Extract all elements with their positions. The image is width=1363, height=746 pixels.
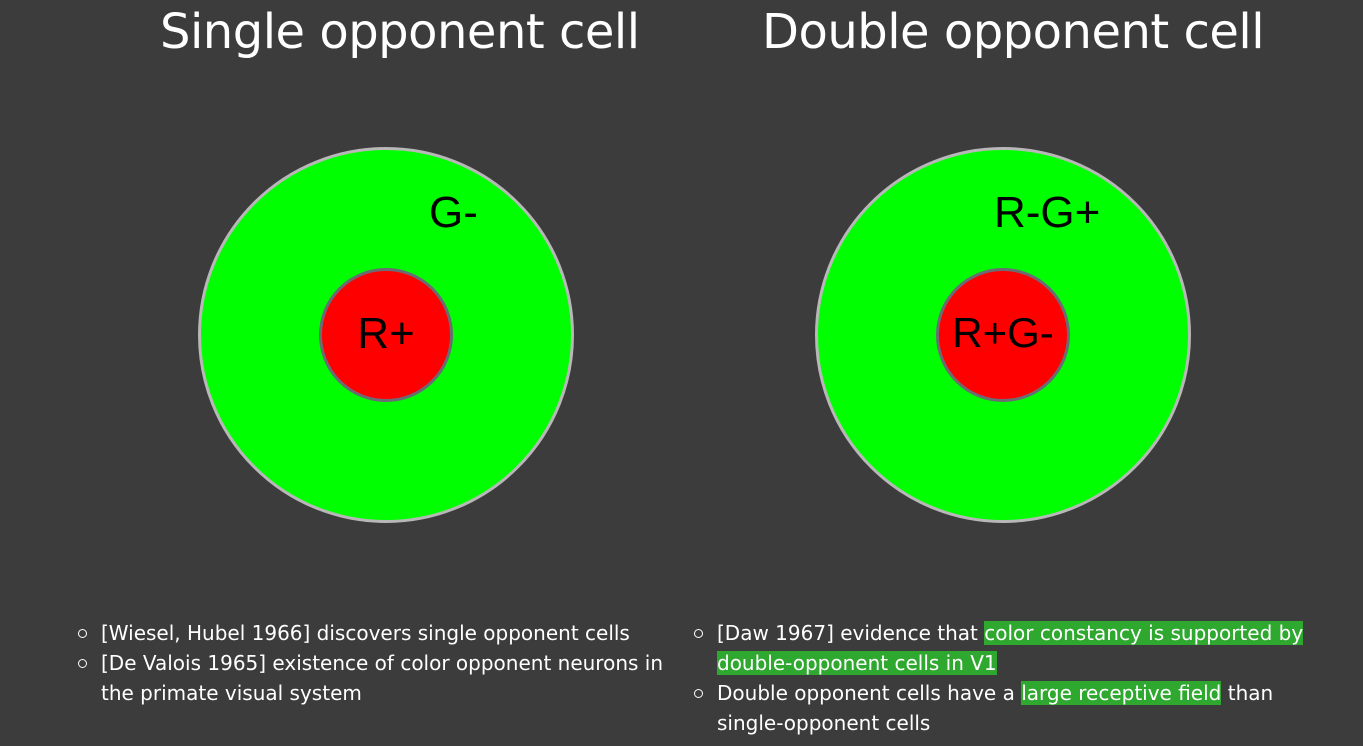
bullet-circle-icon: [694, 629, 703, 638]
list-item: [De Valois 1965] existence of color oppo…: [78, 648, 678, 708]
double-opponent-cell-diagram: R-G+ R+G-: [815, 147, 1191, 523]
note-text: Double opponent cells have a: [717, 681, 1022, 705]
note-text: than single-opponent cells: [717, 681, 1274, 735]
title-double-opponent: Double opponent cell: [762, 4, 1265, 60]
list-item: Double opponent cells have a large recep…: [694, 678, 1314, 738]
single-opponent-cell-diagram: G- R+: [198, 147, 574, 523]
note-text: [Daw 1967] evidence that: [717, 621, 985, 645]
highlighted-text: large receptive field: [1021, 681, 1222, 705]
single-opponent-notes: [Wiesel, Hubel 1966] discovers single op…: [78, 618, 678, 708]
highlighted-text: double-opponent cells in V1: [717, 651, 997, 675]
list-item: [Daw 1967] evidence that color constancy…: [694, 618, 1314, 678]
double-center-circle: R+G-: [936, 268, 1070, 402]
double-surround-label: R-G+: [994, 188, 1101, 237]
double-opponent-notes: [Daw 1967] evidence that color constancy…: [694, 618, 1314, 738]
bullet-circle-icon: [78, 659, 87, 668]
highlighted-text: color constancy is supported by: [984, 621, 1304, 645]
title-single-opponent: Single opponent cell: [160, 4, 640, 60]
note-text: [Wiesel, Hubel 1966] discovers single op…: [101, 621, 630, 645]
single-center-label: R+: [357, 309, 415, 358]
bullet-circle-icon: [694, 689, 703, 698]
single-center-circle: R+: [319, 268, 453, 402]
bullet-circle-icon: [78, 629, 87, 638]
double-center-label: R+G-: [952, 309, 1054, 356]
note-text: [De Valois 1965] existence of color oppo…: [101, 651, 664, 705]
single-surround-label: G-: [429, 188, 478, 237]
list-item: [Wiesel, Hubel 1966] discovers single op…: [78, 618, 678, 648]
